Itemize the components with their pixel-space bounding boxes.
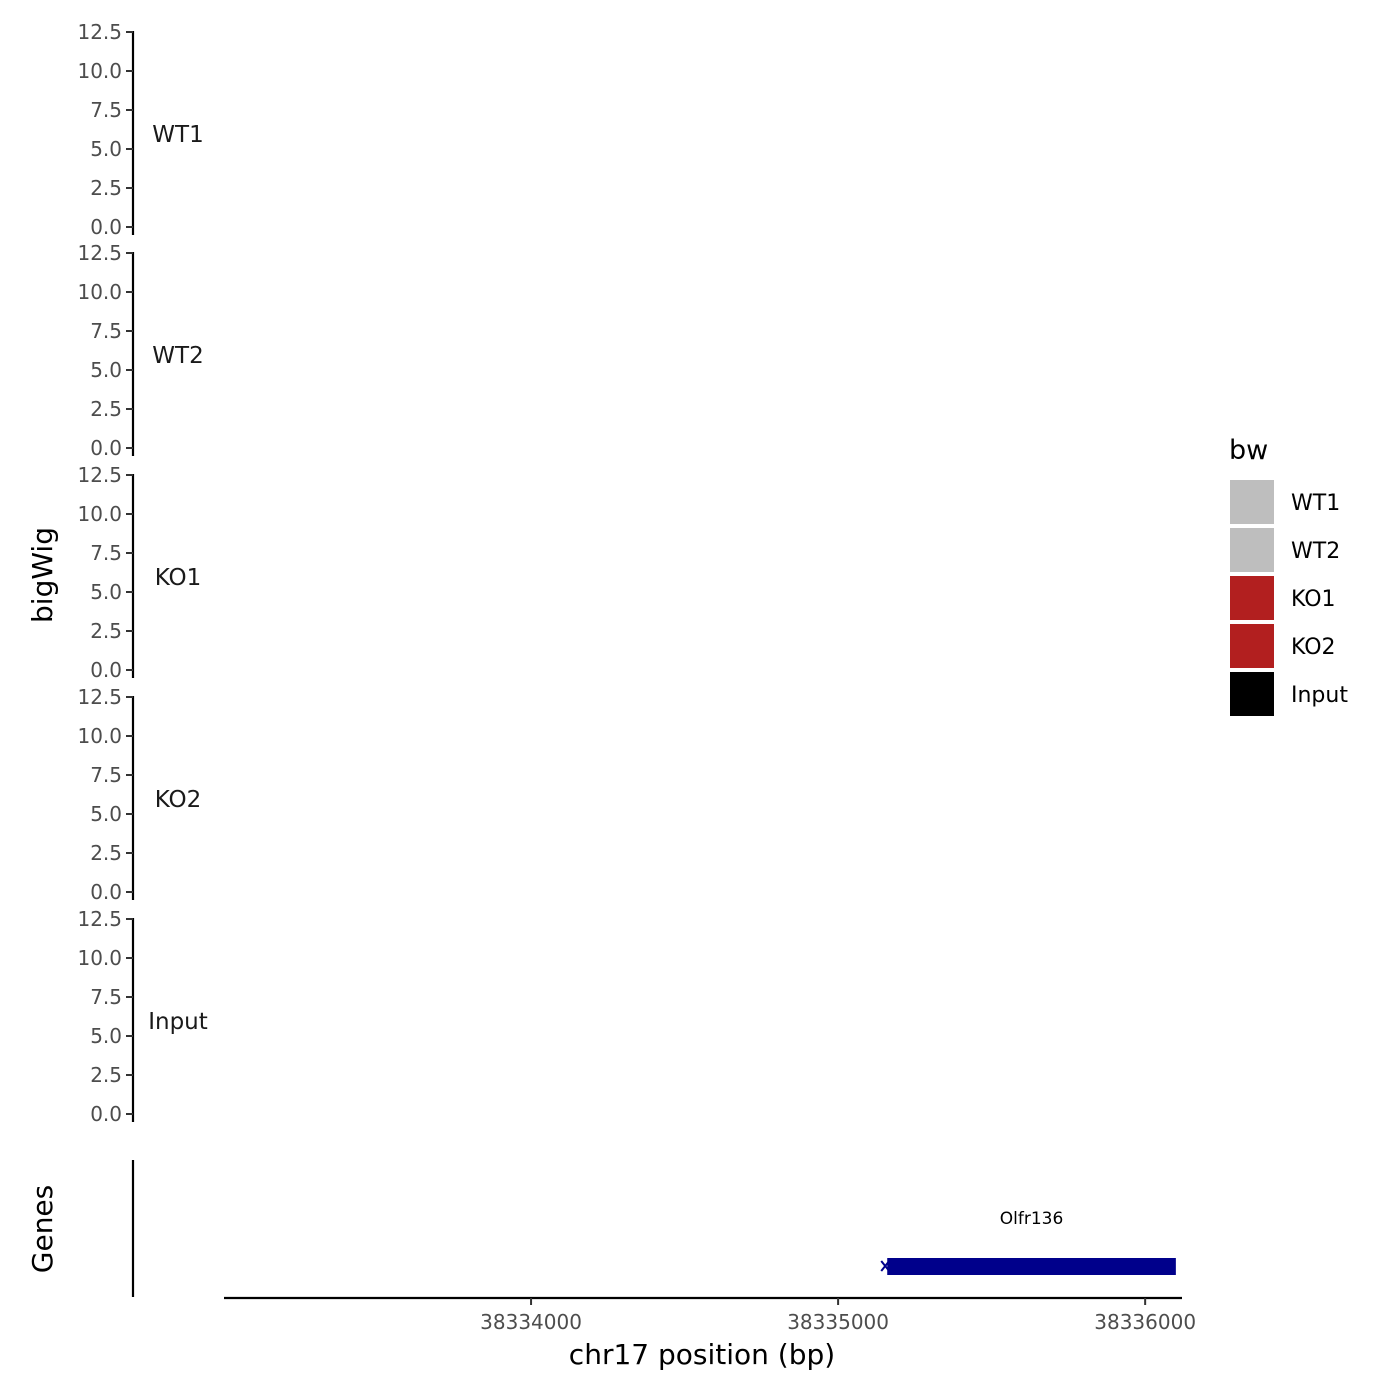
- y-tick-label: 12.5: [77, 463, 122, 487]
- y-tick-label: 5.0: [90, 137, 122, 161]
- panel-label: WT1: [152, 122, 203, 148]
- x-tick-label: 38335000: [787, 1310, 889, 1334]
- legend-swatch: [1230, 528, 1274, 572]
- x-tick-label: 38334000: [480, 1310, 582, 1334]
- panel-label: WT2: [152, 343, 203, 369]
- y-tick-label: 0.0: [90, 880, 122, 904]
- gene-track: Olfr136: [131, 1160, 1176, 1297]
- track-ko1: 0.0 2.5 5.0 7.5 10.0 12.5 KO1: [77, 463, 202, 682]
- y-tick-label: 7.5: [90, 98, 122, 122]
- y-tick-label: 5.0: [90, 580, 122, 604]
- y-tick-label: 2.5: [90, 176, 122, 200]
- track-wt2: 0.0 2.5 5.0 7.5 10.0 12.5 WT2: [77, 241, 203, 460]
- y-tick-label: 10.0: [77, 502, 122, 526]
- y-tick-label: 7.5: [90, 985, 122, 1009]
- gene-body: [887, 1258, 1176, 1275]
- y-tick-label: 0.0: [90, 658, 122, 682]
- legend-swatch: [1230, 624, 1274, 668]
- legend-swatch: [1230, 576, 1274, 620]
- y-tick-label: 7.5: [90, 541, 122, 565]
- y-tick-label: 12.5: [77, 241, 122, 265]
- gene-label: Olfr136: [1000, 1209, 1064, 1229]
- gene-axis-title: Genes: [26, 1185, 59, 1273]
- y-tick-label: 7.5: [90, 763, 122, 787]
- y-tick-label: 7.5: [90, 319, 122, 343]
- legend-label: Input: [1291, 683, 1348, 708]
- y-tick-label: 0.0: [90, 1102, 122, 1126]
- y-tick-label: 2.5: [90, 841, 122, 865]
- y-tick-label: 0.0: [90, 436, 122, 460]
- x-tick-label: 38336000: [1094, 1310, 1196, 1334]
- panel-label: Input: [148, 1009, 208, 1035]
- y-tick-label: 2.5: [90, 397, 122, 421]
- y-tick-label: 5.0: [90, 358, 122, 382]
- x-axis: 38334000 38335000 38336000: [224, 1296, 1196, 1334]
- y-tick-label: 5.0: [90, 802, 122, 826]
- panel-label: KO2: [155, 787, 202, 813]
- y-tick-label: 10.0: [77, 280, 122, 304]
- coverage-tracks: 0.0 2.5 5.0 7.5 10.0 12.5 WT1 0.0 2.5 5.0 7.5 10.0 1…: [77, 20, 208, 1126]
- y-tick-label: 2.5: [90, 1063, 122, 1087]
- y-tick-label: 12.5: [77, 907, 122, 931]
- legend-label: KO1: [1291, 587, 1336, 612]
- legend-swatch: [1230, 480, 1274, 524]
- y-tick-label: 5.0: [90, 1024, 122, 1048]
- legend-swatch: [1230, 672, 1274, 716]
- legend-title: bw: [1229, 435, 1268, 466]
- y-tick-label: 0.0: [90, 215, 122, 239]
- y-tick-label: 10.0: [77, 724, 122, 748]
- y-tick-label: 2.5: [90, 619, 122, 643]
- y-tick-label: 10.0: [77, 946, 122, 970]
- legend-label: WT1: [1291, 491, 1340, 516]
- legend-label: WT2: [1291, 539, 1340, 564]
- y-tick-label: 12.5: [77, 20, 122, 44]
- legend-label: KO2: [1291, 635, 1336, 660]
- y-tick-label: 12.5: [77, 685, 122, 709]
- y-tick-label: 10.0: [77, 59, 122, 83]
- track-ko2: 0.0 2.5 5.0 7.5 10.0 12.5 KO2: [77, 685, 202, 904]
- legend: bw WT1 WT2 KO1 KO2 Input: [1229, 435, 1348, 716]
- panel-label: KO1: [155, 565, 202, 591]
- y-axis-title: bigWig: [26, 527, 59, 623]
- track-input: 0.0 2.5 5.0 7.5 10.0 12.5 Input: [77, 907, 208, 1126]
- x-axis-title: chr17 position (bp): [569, 1338, 835, 1371]
- gene-strand-mark: [880, 1260, 891, 1272]
- track-wt1: 0.0 2.5 5.0 7.5 10.0 12.5 WT1: [77, 20, 203, 239]
